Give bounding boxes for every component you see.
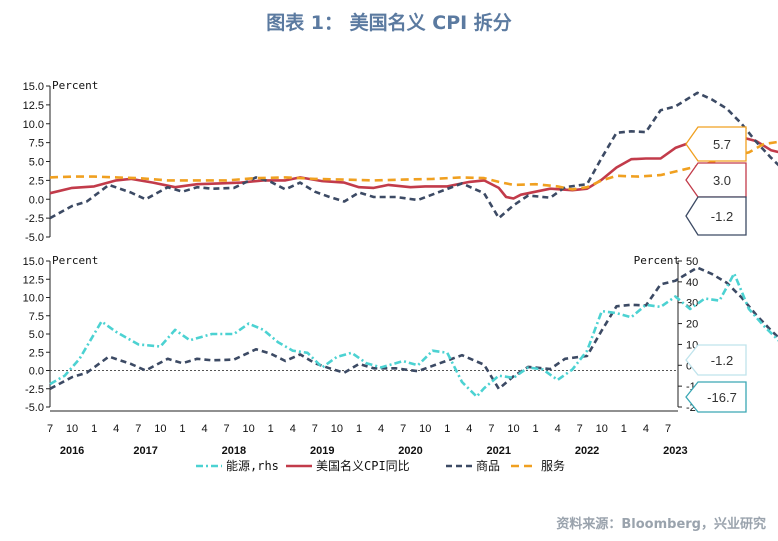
x-tick-label: 1 bbox=[179, 423, 185, 435]
callout-goods-bottom-label: -1.2 bbox=[711, 353, 733, 368]
x-year-label: 2019 bbox=[310, 445, 334, 457]
y-tick-label: -2.5 bbox=[25, 213, 44, 225]
x-tick-label: 10 bbox=[507, 423, 519, 435]
y-tick-label: -5.0 bbox=[25, 232, 44, 244]
x-tick-label: 7 bbox=[312, 423, 318, 435]
x-year-label: 2018 bbox=[222, 445, 246, 457]
x-tick-label: 7 bbox=[400, 423, 406, 435]
unit-label: Percent bbox=[52, 254, 98, 267]
y-tick-label: 10.0 bbox=[23, 119, 44, 131]
x-tick-label: 10 bbox=[596, 423, 608, 435]
legend-label-services: 服务 bbox=[541, 458, 565, 473]
x-tick-label: 10 bbox=[243, 423, 255, 435]
callout-energy-label: -16.7 bbox=[707, 390, 737, 405]
y-tick-label: 5.0 bbox=[29, 157, 44, 169]
x-tick-label: 4 bbox=[378, 423, 384, 435]
x-tick-label: 4 bbox=[466, 423, 472, 435]
y-tick-label: 7.5 bbox=[29, 311, 44, 323]
x-tick-label: 1 bbox=[91, 423, 97, 435]
y-tick-label: 0.0 bbox=[29, 366, 44, 378]
callout-cpi-box bbox=[685, 162, 747, 198]
x-tick-label: 10 bbox=[66, 423, 78, 435]
series-energy-line bbox=[49, 272, 778, 398]
x-tick-label: 4 bbox=[643, 423, 649, 435]
y-rhs-tick-label: 50 bbox=[686, 256, 698, 268]
x-year-label: 2017 bbox=[133, 445, 157, 457]
x-tick-label: 1 bbox=[621, 423, 627, 435]
legend-label-goods: 商品 bbox=[476, 458, 500, 473]
x-year-label: 2021 bbox=[487, 445, 511, 457]
x-tick-label: 1 bbox=[356, 423, 362, 435]
legend-label-energy: 能源,rhs bbox=[226, 459, 279, 473]
x-tick-label: 1 bbox=[533, 423, 539, 435]
series-services-line bbox=[49, 140, 778, 191]
y-tick-label: 0.0 bbox=[29, 194, 44, 206]
x-tick-label: 7 bbox=[488, 423, 494, 435]
series-cpi-line bbox=[49, 129, 778, 200]
x-tick-label: 7 bbox=[665, 423, 671, 435]
y-tick-label: 15.0 bbox=[23, 81, 44, 93]
unit-label-rhs: Percent bbox=[634, 254, 680, 267]
series-goods-line bbox=[49, 91, 778, 220]
y-tick-label: 2.5 bbox=[29, 347, 44, 359]
bottom-panel: 15.0 12.5 10.0 7.5 5.0 2.5 0.0 -2.5 -5.0 Percent 5… bbox=[23, 254, 778, 414]
x-axis: 7 10 1 4 7 10 1 4 7 10 1 4 7 10 1 4 7 10 1 4 7 10 1 4 7 10 1 4 7 2016… bbox=[47, 410, 688, 457]
x-tick-label: 10 bbox=[154, 423, 166, 435]
x-tick-label: 10 bbox=[419, 423, 431, 435]
x-year-label: 2023 bbox=[663, 445, 687, 457]
y-tick-label: 12.5 bbox=[23, 100, 44, 112]
x-tick-label: 4 bbox=[201, 423, 207, 435]
top-panel: 15.0 12.5 10.0 7.5 5.0 2.5 0.0 -2.5 -5.0 Percent bbox=[23, 79, 778, 244]
x-tick-label: 1 bbox=[268, 423, 274, 435]
x-year-label: 2022 bbox=[575, 445, 599, 457]
callout-goods-bottom-box bbox=[685, 344, 747, 376]
y-rhs-tick-label: 40 bbox=[686, 277, 698, 289]
source-note: 资料来源：Bloomberg，兴业研究 bbox=[556, 517, 766, 532]
chart-title: 图表 1： 美国名义 CPI 拆分 bbox=[266, 12, 512, 34]
x-tick-label: 4 bbox=[290, 423, 296, 435]
y-tick-label: -2.5 bbox=[25, 384, 44, 396]
x-tick-label: 7 bbox=[577, 423, 583, 435]
legend-label-cpi: 美国名义CPI同比 bbox=[316, 458, 410, 473]
y-tick-label: 5.0 bbox=[29, 329, 44, 341]
x-year-label: 2016 bbox=[60, 445, 84, 457]
y-tick-label: 15.0 bbox=[23, 256, 44, 268]
y-tick-label: 2.5 bbox=[29, 175, 44, 187]
callout-services-label: 5.7 bbox=[713, 137, 731, 152]
y-tick-label: 10.0 bbox=[23, 293, 44, 305]
unit-label: Percent bbox=[52, 79, 98, 92]
callout-goods-label: -1.2 bbox=[711, 209, 733, 224]
callout-services-box bbox=[685, 126, 747, 162]
legend: 能源,rhs 美国名义CPI同比 商品 服务 bbox=[196, 458, 565, 473]
x-tick-label: 7 bbox=[135, 423, 141, 435]
y-rhs-tick-label: 0 bbox=[686, 360, 692, 372]
x-tick-label: 10 bbox=[331, 423, 343, 435]
x-tick-label: 7 bbox=[47, 423, 53, 435]
series-goods-line bbox=[49, 266, 778, 391]
x-year-label: 2020 bbox=[398, 445, 422, 457]
callouts: 5.7 3.0 -1.2 -1.2 -16.7 bbox=[685, 126, 747, 413]
y-tick-label: 7.5 bbox=[29, 138, 44, 150]
callout-goods-box bbox=[685, 196, 747, 236]
x-tick-label: 1 bbox=[444, 423, 450, 435]
x-tick-label: 7 bbox=[224, 423, 230, 435]
y-rhs-tick-label: 20 bbox=[686, 319, 698, 331]
x-tick-label: 4 bbox=[113, 423, 119, 435]
x-tick-label: 4 bbox=[555, 423, 561, 435]
callout-cpi-label: 3.0 bbox=[713, 173, 731, 188]
y-tick-label: 12.5 bbox=[23, 274, 44, 286]
y-tick-label: -5.0 bbox=[25, 402, 44, 414]
callout-energy-box bbox=[685, 381, 747, 413]
